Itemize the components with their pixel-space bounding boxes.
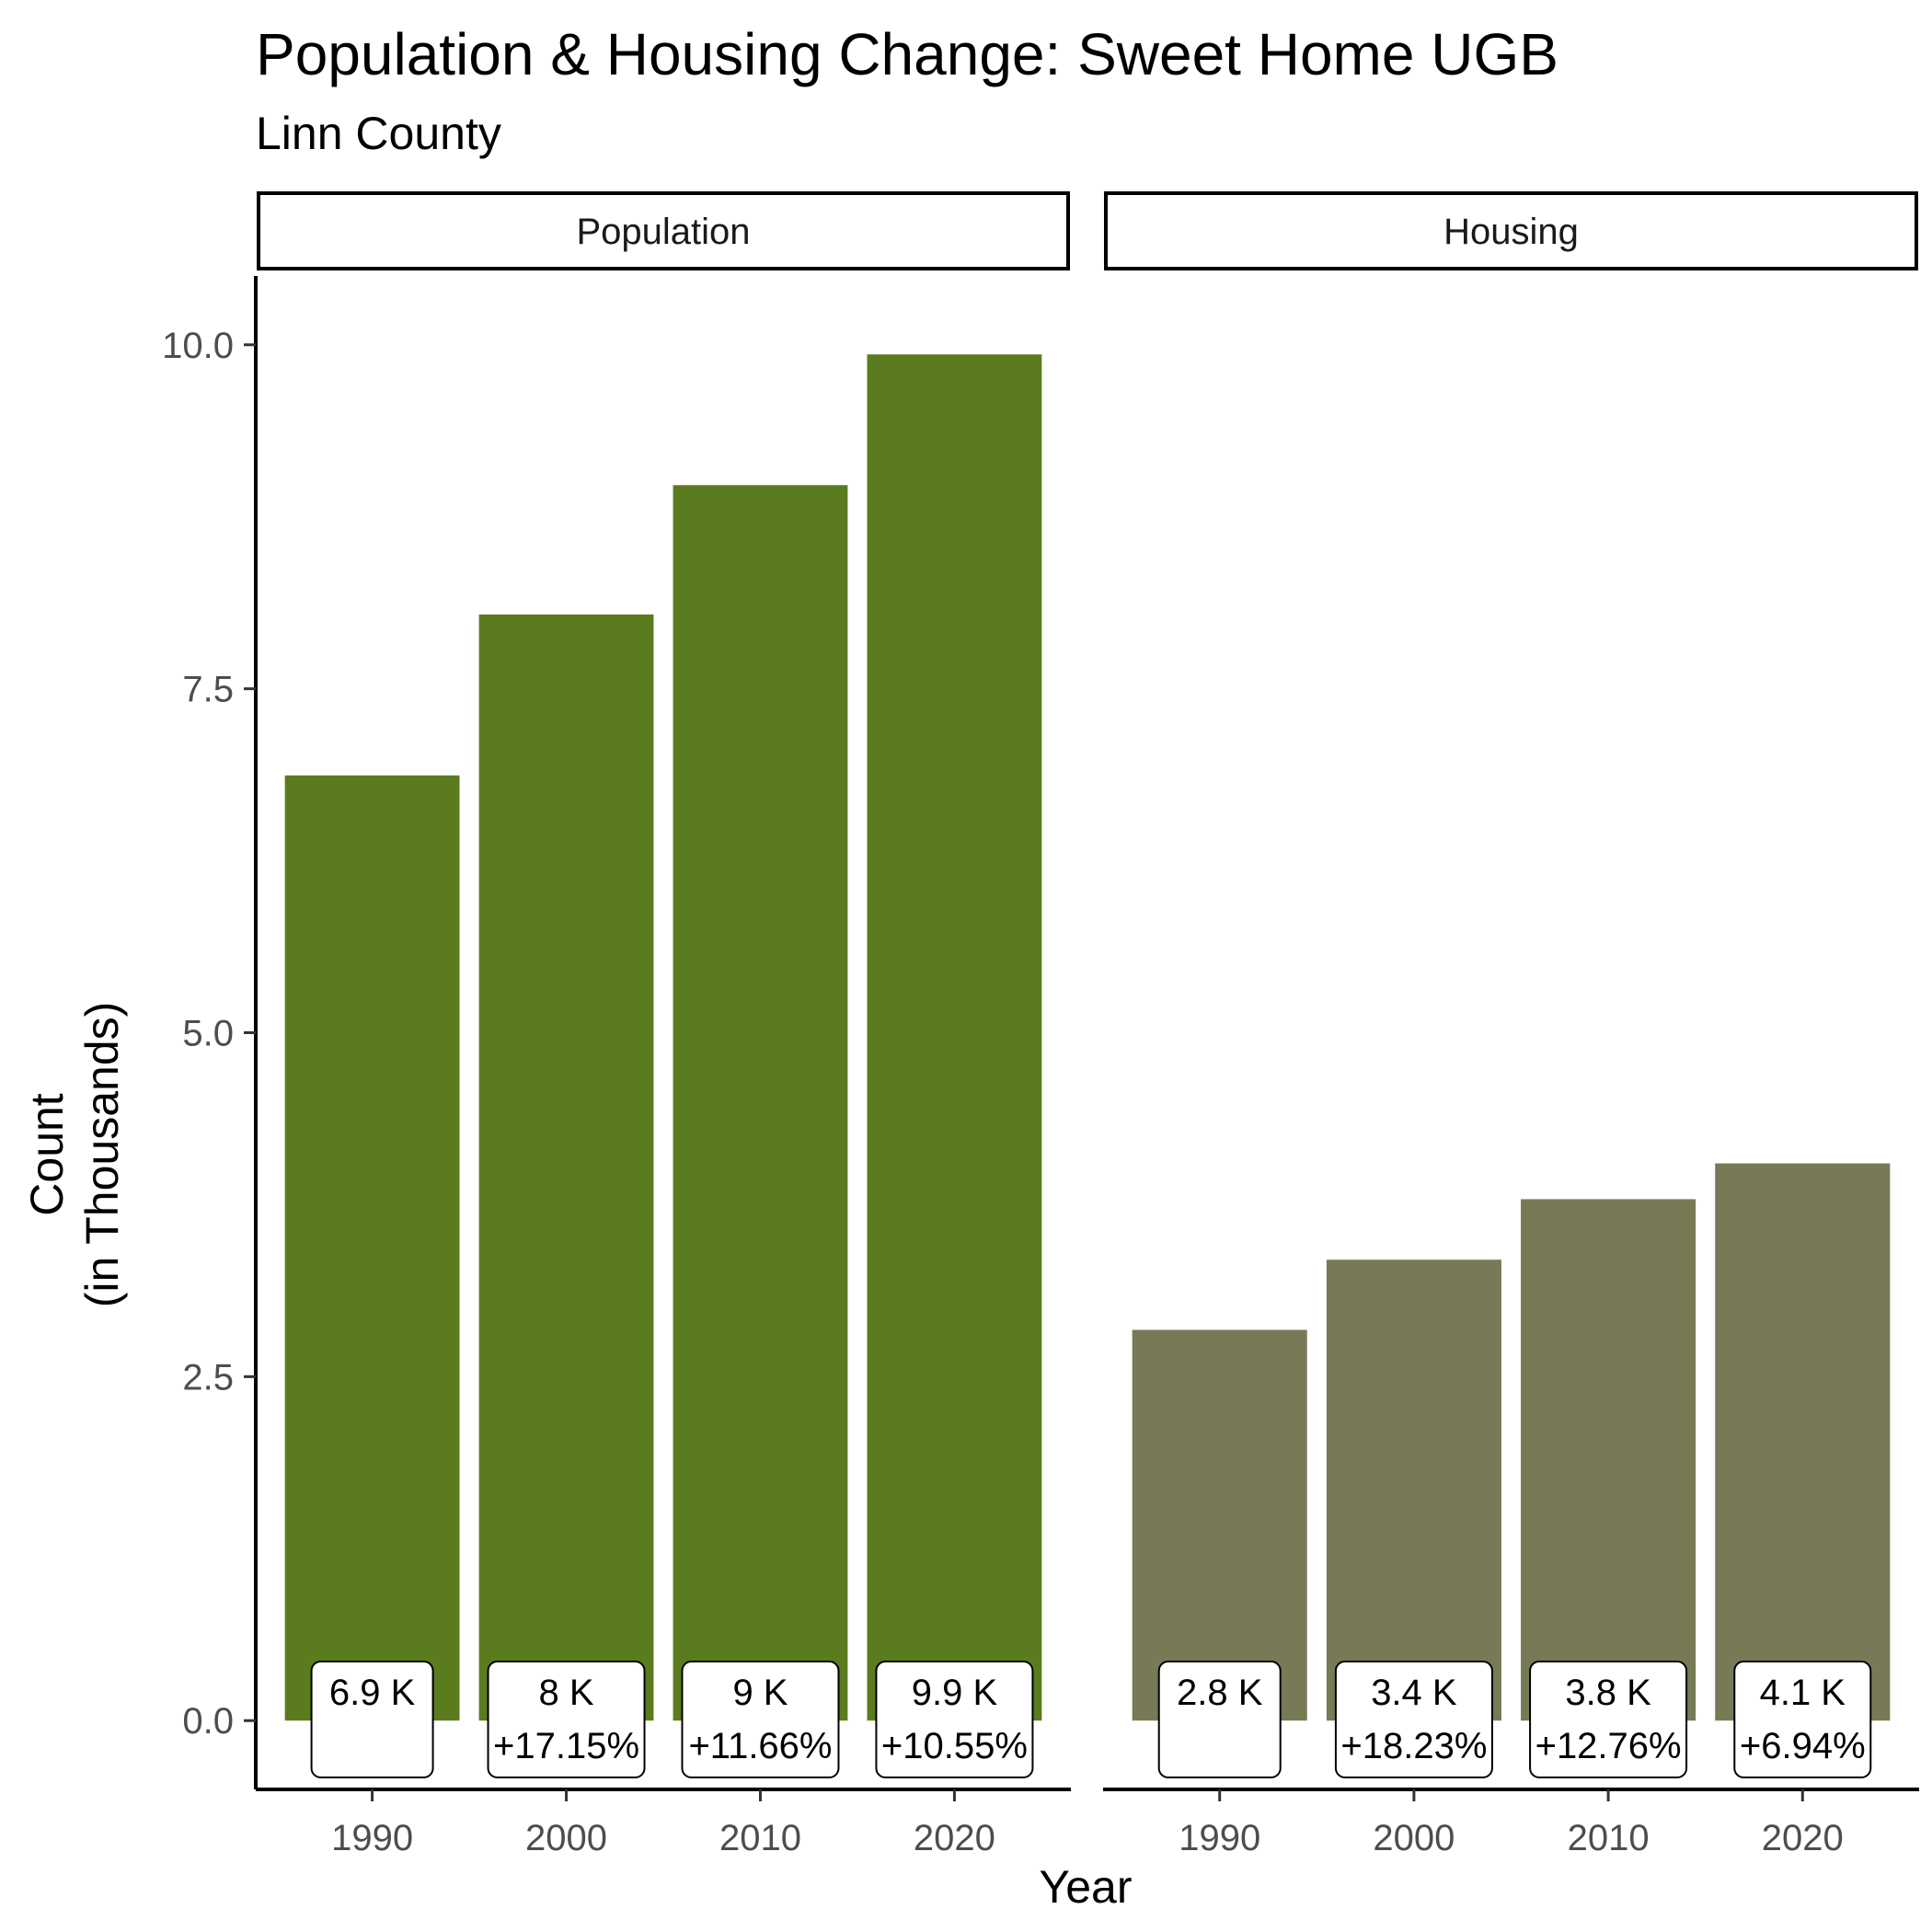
x-tick-label: 2020 (1762, 1818, 1844, 1858)
data-label-housing-1990: 2.8 K (1157, 1661, 1282, 1778)
data-label-box (681, 1661, 840, 1778)
bar-housing-2000 (1326, 1259, 1501, 1721)
y-axis: 0.0 2.5 5.0 7.5 10.0 (162, 276, 258, 1789)
data-label-population-1990: 6.9 K (310, 1661, 434, 1778)
data-label-value: 9.9 K (912, 1673, 998, 1713)
facet-strip (1104, 191, 1918, 270)
data-label-value: 3.8 K (1565, 1673, 1651, 1713)
data-label-box (1733, 1661, 1872, 1778)
y-axis-title-line-2: (in Thousands) (76, 1002, 128, 1308)
data-label-value: 3.4 K (1371, 1673, 1457, 1713)
panels: Population 1990 6.9 K 2000 8 K +17.15% 2010 9 K… (256, 191, 1919, 1858)
data-label-population-2010: 9 K +11.66% (681, 1661, 840, 1778)
data-label-box (487, 1661, 646, 1778)
data-label-change: +17.15% (493, 1726, 639, 1766)
y-tick-label: 0.0 (182, 1701, 234, 1742)
y-tick-label: 5.0 (182, 1014, 234, 1054)
x-tick-label: 2010 (719, 1818, 801, 1858)
data-label-housing-2020: 4.1 K +6.94% (1733, 1661, 1872, 1778)
facet-strip-label: Population (576, 212, 750, 252)
data-label-value: 6.9 K (329, 1673, 416, 1713)
x-tick-label: 2000 (1373, 1818, 1455, 1858)
data-label-box (1334, 1661, 1493, 1778)
data-label-change: +6.94% (1740, 1726, 1866, 1766)
y-tick-label: 7.5 (182, 670, 234, 710)
x-tick-label: 1990 (331, 1818, 413, 1858)
bar-population-2000 (478, 614, 654, 1721)
data-label-value: 4.1 K (1760, 1673, 1846, 1713)
y-tick-label: 10.0 (162, 326, 234, 366)
y-axis-title-line-1: Count (21, 1093, 73, 1216)
x-tick-label: 2020 (914, 1818, 995, 1858)
panel-population: Population 1990 6.9 K 2000 8 K +17.15% 2010 9 K… (256, 191, 1071, 1858)
x-tick-label: 2000 (525, 1818, 607, 1858)
y-axis-title: Count (in Thousands) (21, 1002, 128, 1308)
data-label-box (1529, 1661, 1688, 1778)
data-label-box (1157, 1661, 1282, 1778)
bar-population-2010 (673, 485, 848, 1721)
data-label-housing-2000: 3.4 K +18.23% (1334, 1661, 1493, 1778)
bar-population-2020 (867, 354, 1042, 1721)
facet-strip-label: Housing (1443, 212, 1579, 252)
data-label-value: 9 K (732, 1673, 788, 1713)
data-label-change: +12.76% (1535, 1726, 1682, 1766)
bar-housing-1990 (1132, 1329, 1307, 1721)
bar-housing-2010 (1521, 1199, 1696, 1721)
bar-housing-2020 (1715, 1163, 1891, 1721)
chart-subtitle: Linn County (256, 108, 501, 159)
data-label-change: +18.23% (1340, 1726, 1487, 1766)
x-tick-label: 2010 (1568, 1818, 1650, 1858)
data-label-value: 2.8 K (1177, 1673, 1263, 1713)
data-label-change: +11.66% (688, 1726, 832, 1766)
data-label-population-2020: 9.9 K +10.55% (875, 1661, 1034, 1778)
data-label-box (875, 1661, 1034, 1778)
facet-strip (257, 191, 1070, 270)
panel-housing: Housing 1990 2.8 K 2000 3.4 K +18.23% 2010 3.8 … (1103, 191, 1919, 1858)
data-label-value: 8 K (539, 1673, 594, 1713)
data-label-box (310, 1661, 434, 1778)
data-label-population-2000: 8 K +17.15% (487, 1661, 646, 1778)
chart-title: Population & Housing Change: Sweet Home … (256, 21, 1558, 87)
data-label-housing-2010: 3.8 K +12.76% (1529, 1661, 1688, 1778)
bar-population-1990 (284, 775, 460, 1721)
x-tick-label: 1990 (1179, 1818, 1260, 1858)
data-label-change: +10.55% (881, 1726, 1028, 1766)
x-axis-title: Year (1039, 1861, 1132, 1913)
y-tick-label: 2.5 (182, 1357, 234, 1397)
